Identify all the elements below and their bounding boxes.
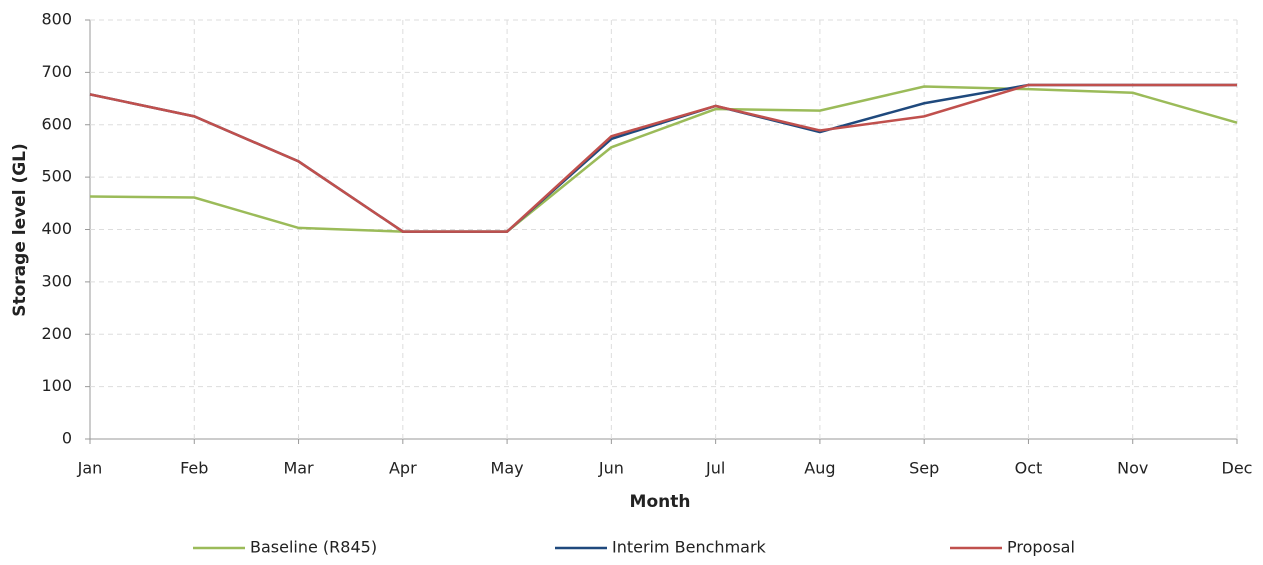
- y-tick-label: 800: [41, 10, 72, 29]
- x-tick-label: Oct: [1015, 459, 1043, 478]
- y-axis-label: Storage level (GL): [10, 143, 30, 317]
- x-tick-label: Jan: [77, 459, 103, 478]
- y-tick-label: 400: [41, 219, 72, 238]
- series-line: [89, 83, 1237, 233]
- y-tick-label: 500: [41, 167, 72, 186]
- y-tick-label: 0: [62, 429, 72, 448]
- series-line: [89, 85, 1238, 233]
- x-tick-label: Sep: [909, 459, 939, 478]
- x-tick-label: Apr: [389, 459, 417, 478]
- x-tick-label: Mar: [283, 459, 314, 478]
- y-tick-label: 200: [41, 324, 72, 343]
- x-tick-label: Jul: [705, 459, 725, 478]
- legend-label: Baseline (R845): [250, 538, 377, 557]
- y-tick-label: 300: [41, 271, 72, 290]
- x-tick-label: Feb: [180, 459, 208, 478]
- legend-label: Interim Benchmark: [612, 538, 767, 557]
- x-tick-label: Nov: [1117, 459, 1148, 478]
- series-line: [89, 83, 1237, 233]
- y-tick-label: 700: [41, 62, 72, 81]
- y-tick-label: 600: [41, 114, 72, 133]
- x-axis-label: Month: [630, 492, 691, 512]
- y-tick-label: 100: [41, 376, 72, 395]
- x-tick-label: Dec: [1222, 459, 1253, 478]
- legend-label: Proposal: [1007, 538, 1075, 557]
- x-tick-label: Jun: [598, 459, 624, 478]
- x-tick-label: Aug: [804, 459, 835, 478]
- x-tick-label: May: [491, 459, 524, 478]
